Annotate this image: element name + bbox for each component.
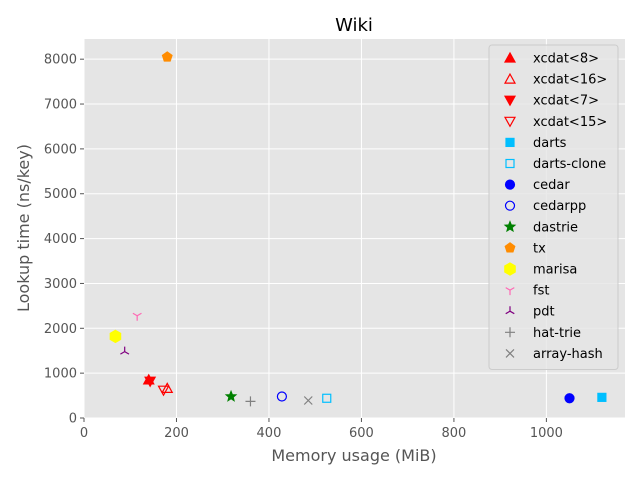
legend-label: xcdat<7> (533, 94, 599, 109)
data-point (161, 51, 173, 62)
data-point (303, 396, 313, 405)
legend-label: dastrie (533, 220, 578, 235)
y-tick-label: 2000 (44, 322, 77, 337)
data-point (161, 382, 174, 393)
data-point (132, 312, 142, 321)
chart-title: Wiki (335, 15, 373, 36)
legend: xcdat<8> xcdat<16> xcdat<7> xcdat<15> darts d… (488, 44, 619, 370)
legend-marker (503, 116, 517, 128)
x-tick-label: 200 (164, 426, 189, 441)
legend-label: fst (533, 284, 549, 299)
legend-label: pdt (533, 305, 555, 320)
y-tick-label: 7000 (44, 98, 77, 113)
y-tick-label: 1000 (44, 367, 77, 382)
y-tick-label: 5000 (44, 187, 77, 202)
data-point (144, 376, 157, 388)
x-axis-title: Memory usage (MiB) (271, 446, 436, 465)
y-tick-label: 3000 (44, 277, 77, 292)
legend-label: xcdat<15> (533, 115, 607, 130)
y-axis-title: Lookup time (ns/key) (14, 144, 33, 312)
legend-marker (505, 327, 515, 338)
legend-marker (505, 158, 515, 169)
legend-marker (503, 220, 517, 233)
legend-marker (504, 242, 516, 253)
y-tick-label: 0 (69, 412, 77, 427)
data-point (245, 396, 256, 407)
legend-box (488, 44, 619, 370)
data-point (120, 346, 130, 355)
data-point (224, 389, 238, 402)
legend-marker (505, 137, 515, 147)
data-point (109, 329, 122, 344)
legend-marker (505, 348, 515, 358)
legend-label: xcdat<16> (533, 73, 607, 88)
x-tick-label: 1000 (530, 426, 563, 441)
legend-marker (504, 200, 516, 211)
legend-label: array-hash (533, 347, 603, 362)
legend-label: tx (533, 241, 546, 256)
y-tick-label: 4000 (44, 232, 77, 247)
data-point (322, 393, 332, 403)
legend-marker (503, 51, 517, 63)
x-tick-label: 400 (257, 426, 282, 441)
y-axis: 0 1000 2000 3000 4000 5000 6000 7000 8000 (44, 53, 84, 427)
legend-marker (504, 262, 516, 276)
legend-marker (504, 179, 516, 190)
legend-marker (505, 287, 515, 296)
data-point (597, 392, 607, 402)
y-tick-label: 8000 (44, 53, 77, 68)
data-point (276, 391, 288, 402)
x-axis: 0 200 400 600 800 1000 (80, 418, 563, 441)
legend-label: cedar (533, 178, 570, 193)
legend-label: hat-trie (533, 326, 581, 341)
legend-marker (503, 72, 517, 84)
legend-marker (505, 306, 515, 315)
x-tick-label: 800 (442, 426, 467, 441)
data-point (157, 385, 170, 397)
x-tick-label: 600 (349, 426, 374, 441)
legend-label: cedarpp (533, 199, 586, 214)
data-point (564, 393, 575, 404)
legend-marker (503, 95, 517, 107)
legend-label: darts-clone (533, 157, 606, 172)
legend-label: marisa (533, 263, 577, 278)
x-tick-label: 0 (80, 426, 88, 441)
data-points (109, 51, 607, 407)
legend-label: darts (533, 136, 567, 151)
legend-label: xcdat<8> (533, 52, 599, 67)
y-tick-label: 6000 (44, 142, 77, 157)
